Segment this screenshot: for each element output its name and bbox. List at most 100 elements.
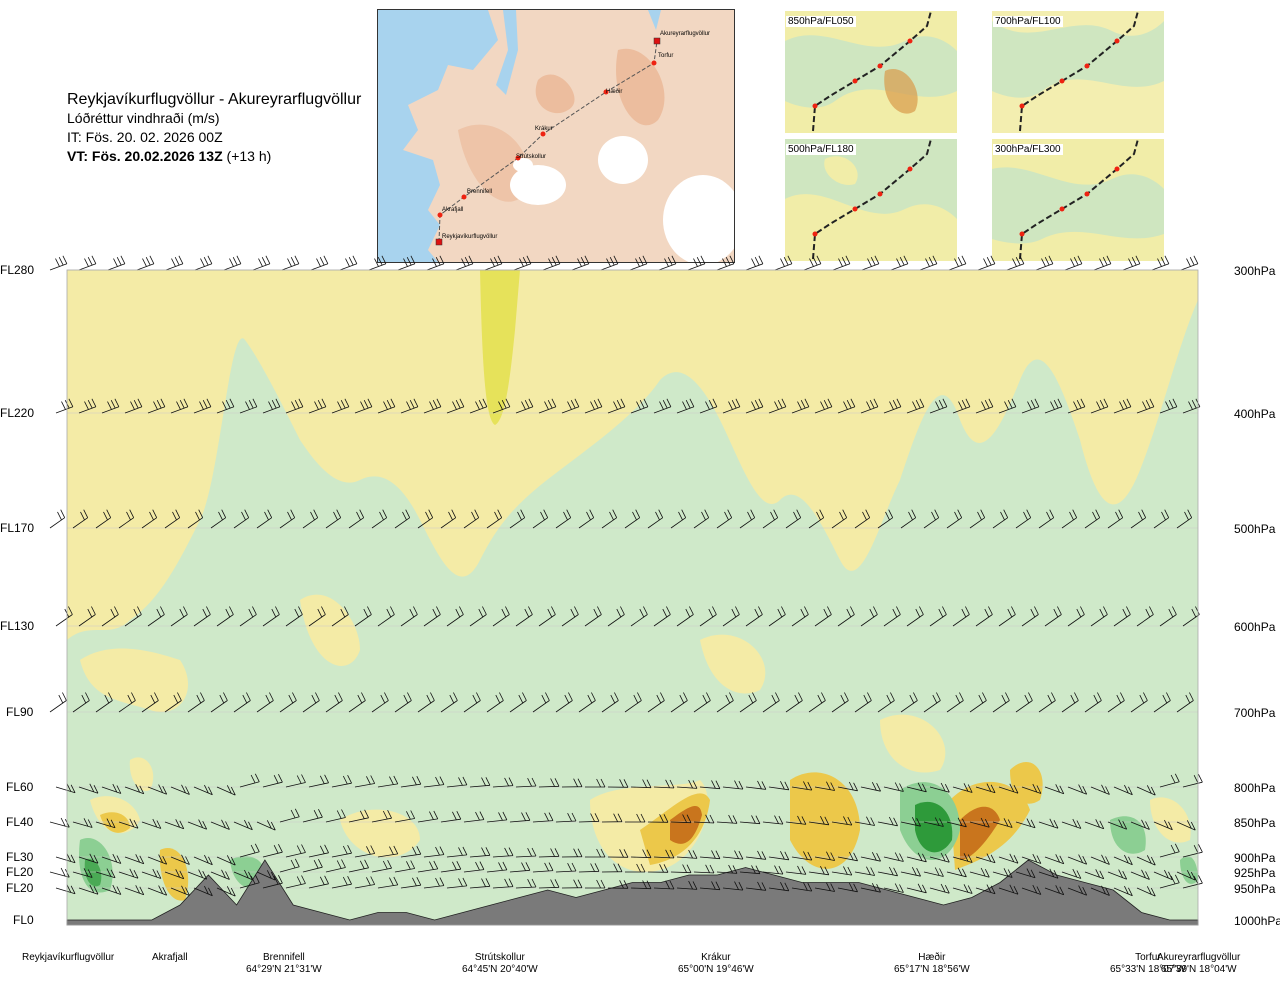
wind-barb xyxy=(929,398,948,414)
wind-barb xyxy=(837,851,858,862)
thumb-300-image xyxy=(992,139,1164,261)
thumb-300[interactable]: 300hPa/FL300 xyxy=(992,139,1164,261)
wind-barb xyxy=(78,884,99,895)
wind-barb xyxy=(78,606,96,627)
wind-barb xyxy=(331,398,350,414)
fl-label: FL60 xyxy=(6,780,34,794)
wind-barb xyxy=(394,509,411,529)
hpa-label: 300hPa xyxy=(1234,264,1276,278)
map-point-torfur xyxy=(651,60,657,66)
wind-barb xyxy=(371,509,388,529)
wind-barb xyxy=(463,692,481,713)
wind-barb xyxy=(952,853,973,863)
wind-barb xyxy=(693,864,715,874)
wind-barb xyxy=(95,692,113,713)
wind-barb xyxy=(1044,854,1065,865)
wind-barb xyxy=(124,784,145,795)
loc-reykjavik: Reykjavíkurflugvöllur xyxy=(22,952,114,964)
wind-barb xyxy=(1153,692,1171,713)
wind-barb xyxy=(814,781,836,791)
wind-barb xyxy=(670,864,692,874)
wind-barb xyxy=(923,692,941,713)
wind-barb xyxy=(492,398,511,414)
wind-barb xyxy=(561,398,580,414)
wind-barb xyxy=(716,692,734,713)
wind-barb xyxy=(193,606,211,627)
wind-barb xyxy=(417,509,434,529)
thumb-850[interactable]: 850hPa/FL050 xyxy=(785,11,957,133)
wind-barb xyxy=(446,877,468,889)
wind-barb xyxy=(929,606,947,627)
wind-barb xyxy=(308,844,329,858)
wind-barb xyxy=(722,850,744,860)
thumb-700[interactable]: 700hPa/FL100 xyxy=(992,11,1164,133)
wind-barb xyxy=(1153,509,1170,529)
wind-barb xyxy=(814,851,836,861)
wind-barb xyxy=(1159,773,1180,788)
hpa-label: 850hPa xyxy=(1234,816,1276,830)
loc-akrafjall-name: Akrafjall xyxy=(152,952,188,963)
wind-barb xyxy=(348,809,369,823)
wind-barb xyxy=(371,692,389,713)
quantity-label: Lóðréttur vindhraði (m/s) xyxy=(67,110,220,126)
wind-barb xyxy=(446,398,465,414)
wind-barb xyxy=(923,867,944,877)
wind-barb xyxy=(147,606,165,627)
wind-barb xyxy=(785,815,807,825)
wind-barb xyxy=(555,862,577,873)
wind-barb xyxy=(164,509,181,529)
wind-barb xyxy=(331,876,352,889)
wind-barb xyxy=(883,398,902,414)
wind-barb xyxy=(308,606,326,627)
wind-barb xyxy=(946,817,967,828)
loc-akureyri: Akureyrarflugvöllur 65°39'N 18°04'W xyxy=(1157,952,1240,976)
wind-barb xyxy=(394,860,416,873)
wind-barb xyxy=(1113,854,1133,866)
wind-barb xyxy=(578,813,600,823)
wind-barb xyxy=(722,398,741,414)
wind-barb xyxy=(1067,606,1085,627)
wind-barb xyxy=(233,509,250,529)
wind-barb xyxy=(256,870,276,881)
wind-barb xyxy=(601,509,618,529)
wind-barb xyxy=(193,854,213,866)
wind-barb xyxy=(348,692,366,713)
wind-barb xyxy=(371,810,392,823)
wind-barb xyxy=(101,398,120,414)
wind-barb xyxy=(969,817,990,828)
wind-barb xyxy=(486,811,508,823)
thumb-500-label: 500hPa/FL180 xyxy=(786,144,856,155)
wind-barb xyxy=(745,780,767,790)
wind-barb xyxy=(262,606,280,627)
wind-barb xyxy=(739,865,761,875)
wind-barb xyxy=(808,866,830,876)
wind-barb xyxy=(302,809,323,823)
wind-barb xyxy=(49,255,68,271)
wind-barb xyxy=(555,812,577,823)
wind-barb xyxy=(607,606,625,627)
wind-barb xyxy=(607,849,629,858)
wind-barb xyxy=(55,606,73,627)
wind-barb xyxy=(49,867,70,878)
wind-barb xyxy=(969,692,987,713)
thumb-500[interactable]: 500hPa/FL180 xyxy=(785,139,957,261)
wind-barb xyxy=(998,853,1019,864)
wind-barb xyxy=(107,255,126,271)
wind-barb xyxy=(906,782,927,793)
wind-barb xyxy=(992,818,1013,828)
loc-brennifell-name: Brennifell xyxy=(263,952,305,963)
wind-barb xyxy=(423,398,442,414)
wind-barb xyxy=(607,779,629,788)
map-point-brennifell xyxy=(461,194,467,200)
wind-barb xyxy=(310,255,329,271)
wind-barb xyxy=(946,867,967,878)
loc-haedir-coord: 65°17'N 18°56'W xyxy=(894,964,970,975)
wind-barb xyxy=(233,869,253,881)
wind-barb xyxy=(584,398,603,414)
wind-barb xyxy=(233,692,251,713)
wind-barb xyxy=(883,852,904,862)
wind-barb xyxy=(946,509,963,529)
wind-barb xyxy=(1021,606,1039,627)
wind-barb xyxy=(354,398,373,414)
wind-barb xyxy=(354,845,376,858)
